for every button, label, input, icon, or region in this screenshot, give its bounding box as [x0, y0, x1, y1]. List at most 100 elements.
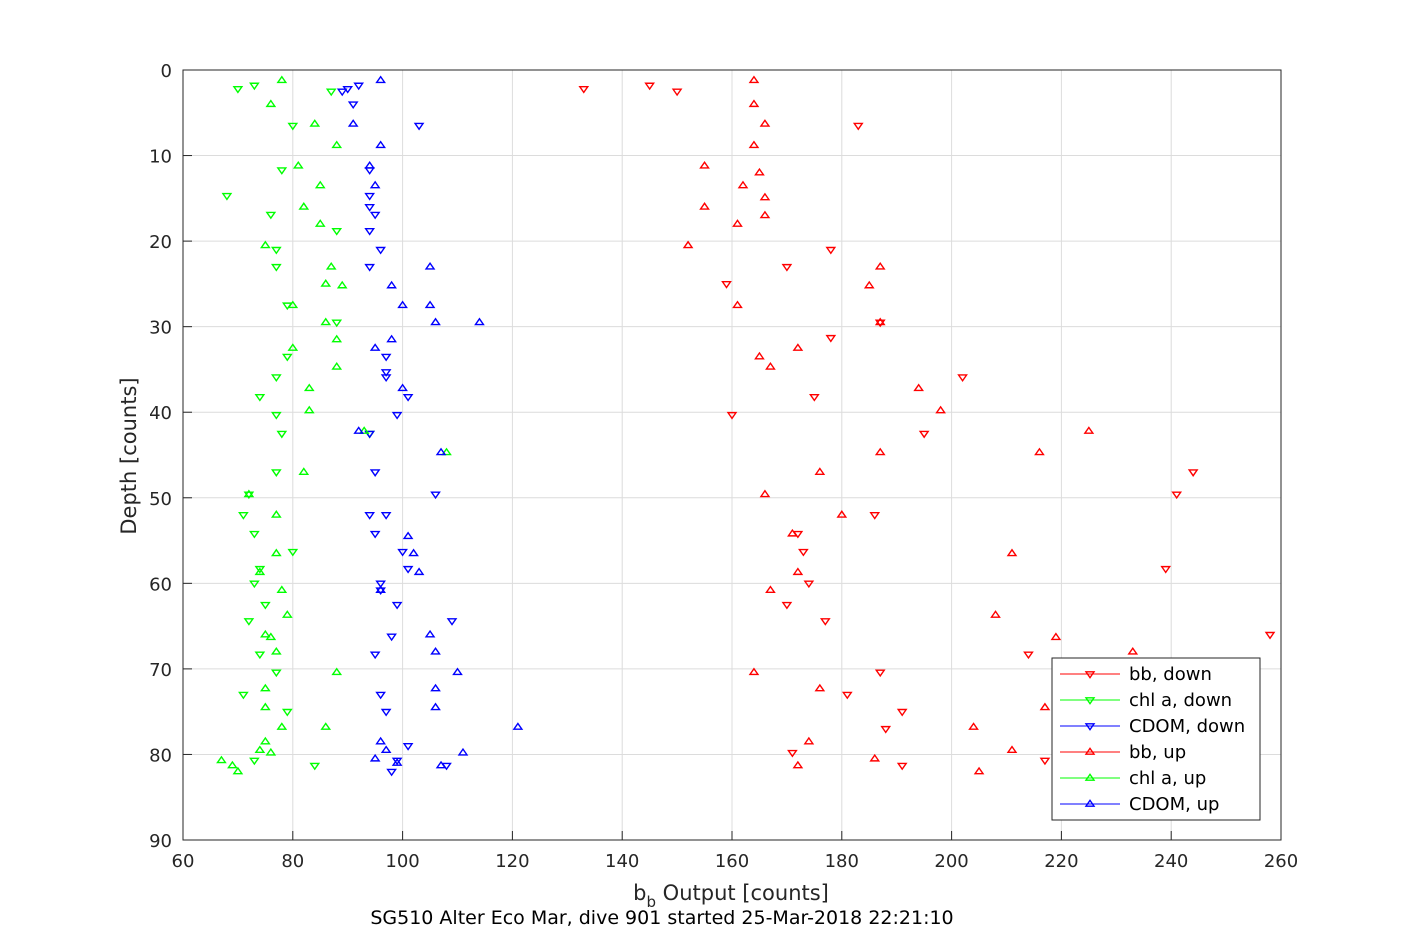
data-point	[391, 601, 403, 610]
data-point	[748, 75, 760, 84]
data-point	[754, 351, 765, 360]
data-point	[364, 512, 375, 520]
data-point	[380, 353, 392, 362]
data-point	[973, 766, 985, 775]
data-point	[1083, 426, 1095, 434]
y-tick-label: 0	[161, 61, 172, 82]
data-point	[759, 210, 771, 219]
data-point	[260, 629, 271, 638]
data-point	[852, 122, 864, 131]
data-point	[254, 393, 266, 402]
data-point	[249, 82, 260, 91]
legend-label: CDOM, up	[1129, 794, 1219, 815]
legend-marker	[1084, 697, 1096, 705]
data-point	[314, 219, 326, 227]
data-point	[375, 75, 386, 84]
data-point	[375, 140, 386, 149]
data-point	[1006, 745, 1018, 754]
data-point	[391, 411, 403, 420]
data-point	[353, 82, 365, 91]
data-point	[430, 317, 441, 326]
data-point	[874, 319, 886, 328]
data-point	[1127, 646, 1139, 655]
data-point	[430, 683, 441, 692]
data-point	[276, 722, 288, 730]
data-point	[369, 469, 381, 477]
y-tick-label: 10	[149, 147, 172, 168]
data-point	[732, 300, 743, 309]
data-point	[759, 192, 771, 201]
data-point	[1264, 631, 1276, 640]
data-point	[265, 632, 277, 641]
legend-marker	[1084, 747, 1096, 755]
data-point	[446, 618, 458, 626]
data-point	[748, 99, 760, 108]
data-point	[792, 567, 804, 576]
data-point	[270, 411, 282, 420]
data-point	[391, 758, 403, 766]
x-tick-label: 100	[385, 851, 419, 872]
data-point	[413, 122, 425, 131]
data-point	[644, 82, 655, 91]
data-point	[331, 319, 343, 328]
data-point	[765, 362, 776, 370]
data-point	[1050, 632, 1062, 641]
data-point	[243, 489, 255, 498]
data-point	[320, 722, 332, 730]
data-point	[874, 317, 886, 326]
x-tick-label: 220	[1044, 851, 1078, 872]
data-point	[254, 651, 266, 660]
data-point	[402, 531, 414, 540]
data-point	[841, 691, 853, 700]
data-point	[270, 263, 282, 272]
legend-label: CDOM, down	[1129, 716, 1245, 737]
data-point	[303, 383, 315, 392]
x-tick-label: 140	[605, 851, 639, 872]
y-tick-label: 80	[149, 745, 172, 766]
data-point	[314, 180, 326, 189]
data-point	[243, 491, 255, 500]
data-point	[699, 202, 710, 210]
data-point	[413, 567, 425, 576]
data-point	[375, 580, 386, 589]
x-tick-label: 120	[495, 851, 529, 872]
data-point	[682, 240, 694, 249]
data-point	[232, 766, 244, 775]
data-point	[792, 760, 804, 769]
data-point	[260, 683, 271, 692]
data-point	[260, 702, 271, 711]
data-point	[249, 530, 260, 539]
data-point	[814, 683, 826, 692]
x-tick-label: 60	[172, 851, 195, 872]
data-point	[836, 510, 848, 518]
data-point	[1023, 651, 1034, 660]
x-tick-label: 160	[715, 851, 749, 872]
data-point	[227, 760, 238, 769]
data-point	[238, 512, 249, 520]
data-point	[435, 760, 447, 769]
data-point	[474, 317, 485, 326]
data-point	[270, 646, 282, 655]
data-point	[798, 548, 809, 557]
data-point	[863, 280, 875, 289]
data-point	[287, 548, 299, 557]
series-bb-up	[682, 75, 1139, 775]
data-point	[825, 334, 837, 343]
data-point	[369, 530, 381, 539]
data-point	[369, 651, 381, 660]
data-point	[292, 160, 304, 169]
data-point	[732, 219, 743, 227]
data-point	[364, 263, 375, 272]
data-point	[803, 580, 815, 589]
data-point	[424, 629, 436, 638]
data-point	[1006, 548, 1018, 557]
data-point	[512, 722, 524, 730]
data-point	[249, 757, 260, 766]
data-point	[249, 580, 260, 589]
data-point	[386, 633, 397, 642]
data-point	[331, 334, 343, 343]
data-point	[375, 246, 386, 255]
x-tick-label: 80	[281, 851, 304, 872]
data-point	[819, 618, 831, 626]
data-point	[270, 246, 282, 255]
